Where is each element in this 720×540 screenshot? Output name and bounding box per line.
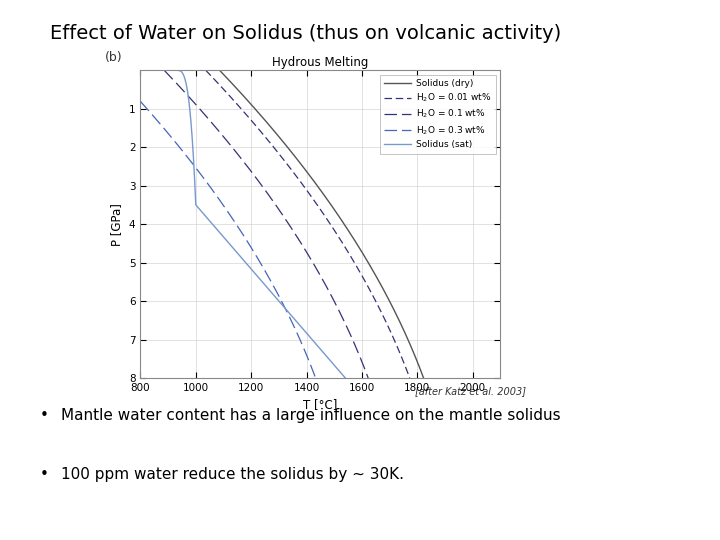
Text: [after Katz et al. 2003]: [after Katz et al. 2003] (415, 386, 526, 396)
Text: •: • (40, 467, 48, 482)
Text: •: • (40, 408, 48, 423)
Title: Hydrous Melting: Hydrous Melting (272, 56, 369, 69)
Text: (b): (b) (104, 51, 122, 64)
Text: 100 ppm water reduce the solidus by ~ 30K.: 100 ppm water reduce the solidus by ~ 30… (61, 467, 404, 482)
Text: Mantle water content has a large influence on the mantle solidus: Mantle water content has a large influen… (61, 408, 561, 423)
Legend: Solidus (dry), H$_2$O = 0.01 wt%, H$_2$O = 0.1 wt%, H$_2$O = 0.3 wt%, Solidus (s: Solidus (dry), H$_2$O = 0.01 wt%, H$_2$O… (380, 75, 496, 154)
Text: Effect of Water on Solidus (thus on volcanic activity): Effect of Water on Solidus (thus on volc… (50, 24, 562, 43)
Y-axis label: P [GPa]: P [GPa] (110, 202, 123, 246)
X-axis label: T [°C]: T [°C] (303, 399, 338, 411)
